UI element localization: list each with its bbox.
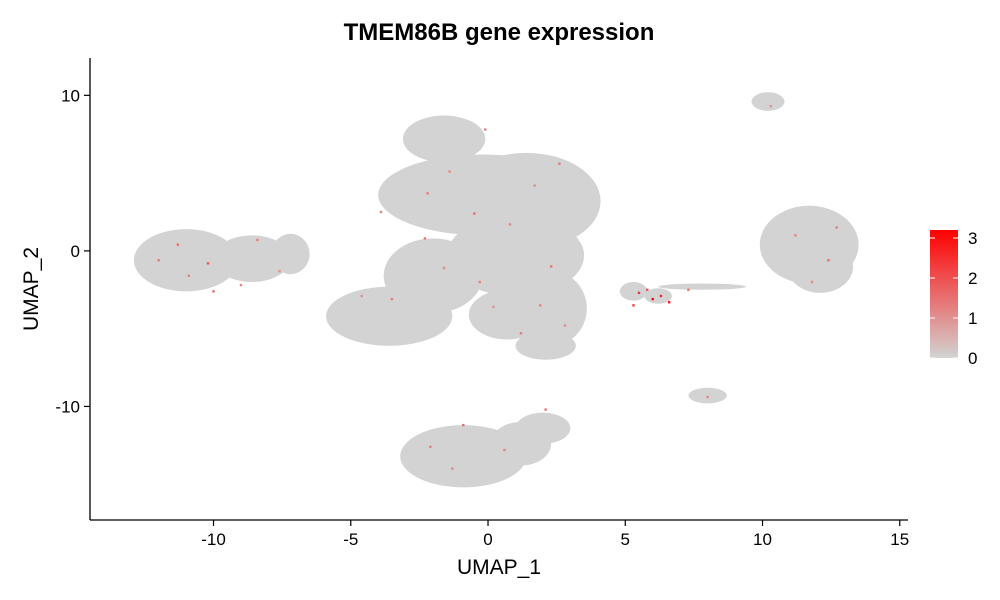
cell-cluster [751, 92, 785, 111]
expressing-cell-point [769, 105, 772, 108]
cell-cluster [515, 271, 587, 346]
x-axis-title: UMAP_1 [457, 556, 541, 579]
expressing-cell-point [651, 297, 654, 301]
expressing-cell-point [492, 305, 495, 309]
expressing-cell-point [360, 294, 363, 298]
expressing-cell-point [278, 269, 281, 273]
expressing-cell-point [239, 283, 243, 287]
cell-cluster [619, 282, 648, 301]
cell-cluster [644, 288, 672, 304]
y-tick-label: 10 [61, 86, 80, 105]
expressing-cell-point [157, 259, 160, 262]
x-tick-label: -10 [201, 530, 226, 549]
cell-cluster [515, 331, 576, 360]
x-tick-label: -5 [343, 530, 358, 549]
expressing-cell-point [706, 395, 709, 399]
expressing-cell-point [667, 301, 671, 304]
cell-cluster [658, 283, 747, 290]
expressing-cell-point [448, 170, 451, 173]
expressing-cell-point [423, 237, 427, 240]
expressing-cell-point [473, 212, 476, 215]
chart-title: TMEM86B gene expression [344, 19, 655, 46]
expressing-cell-point [538, 304, 542, 307]
expressing-cell-point [835, 226, 838, 229]
expressing-cell-point [810, 280, 814, 284]
cell-cluster [402, 115, 486, 163]
y-axis-ticks: -10 0 10 [55, 86, 90, 416]
expressing-cells-layer [157, 105, 838, 470]
cell-cluster [515, 412, 571, 444]
x-tick-label: 10 [753, 530, 772, 549]
legend-ticks: 0 1 2 3 [930, 229, 977, 368]
expressing-cell-point [563, 324, 567, 327]
legend-tick-label: 3 [968, 229, 977, 248]
cell-cluster [688, 387, 727, 404]
cell-cluster [326, 286, 453, 346]
expressing-cell-point [637, 291, 641, 295]
legend-tick-label: 0 [968, 349, 977, 368]
expressing-cell-point [478, 280, 481, 284]
x-axis-ticks: -10 -5 0 5 10 15 [201, 520, 909, 549]
expressing-cell-point [212, 290, 215, 293]
legend-colorbar [930, 230, 958, 358]
expressing-cell-point [426, 192, 429, 195]
expressing-cell-point [176, 243, 180, 246]
expressing-cell-point [632, 304, 635, 307]
color-legend: 0 1 2 3 [930, 229, 977, 368]
cell-cluster [787, 240, 854, 293]
y-tick-label: -10 [55, 397, 80, 416]
expressing-cell-point [827, 259, 830, 262]
expressing-cell-point [451, 467, 454, 470]
expressing-cell-point [429, 445, 432, 449]
expressing-cell-point [503, 448, 506, 452]
expressing-cell-point [687, 288, 690, 291]
expressing-cell-point [462, 423, 465, 427]
cell-cluster [213, 235, 291, 282]
expressing-cell-point [379, 210, 383, 214]
expressing-cell-point [519, 332, 523, 335]
expressing-cell-point [256, 238, 259, 242]
x-tick-label: 15 [890, 530, 909, 549]
expressing-cell-point [544, 408, 547, 411]
expressing-cell-point [187, 274, 191, 277]
expressing-cell-point [508, 223, 512, 226]
y-axis-title: UMAP_2 [20, 247, 43, 331]
expressing-cell-point [558, 162, 561, 165]
expressing-cell-point [442, 266, 446, 270]
expressing-cell-point [794, 234, 797, 237]
cells-layer [133, 92, 859, 488]
cell-cluster [271, 233, 310, 275]
expressing-cell-point [646, 288, 649, 291]
expressing-cell-point [484, 128, 487, 131]
expressing-cell-point [549, 265, 553, 268]
legend-tick-label: 1 [968, 309, 977, 328]
y-tick-label: 0 [71, 242, 80, 261]
expressing-cell-point [533, 184, 536, 187]
x-tick-label: 0 [483, 530, 492, 549]
expressing-cell-point [206, 262, 210, 265]
x-tick-label: 5 [621, 530, 630, 549]
cell-cluster [133, 229, 239, 292]
expressing-cell-point [659, 294, 663, 298]
expressing-cell-point [390, 297, 394, 301]
legend-tick-label: 2 [968, 269, 977, 288]
